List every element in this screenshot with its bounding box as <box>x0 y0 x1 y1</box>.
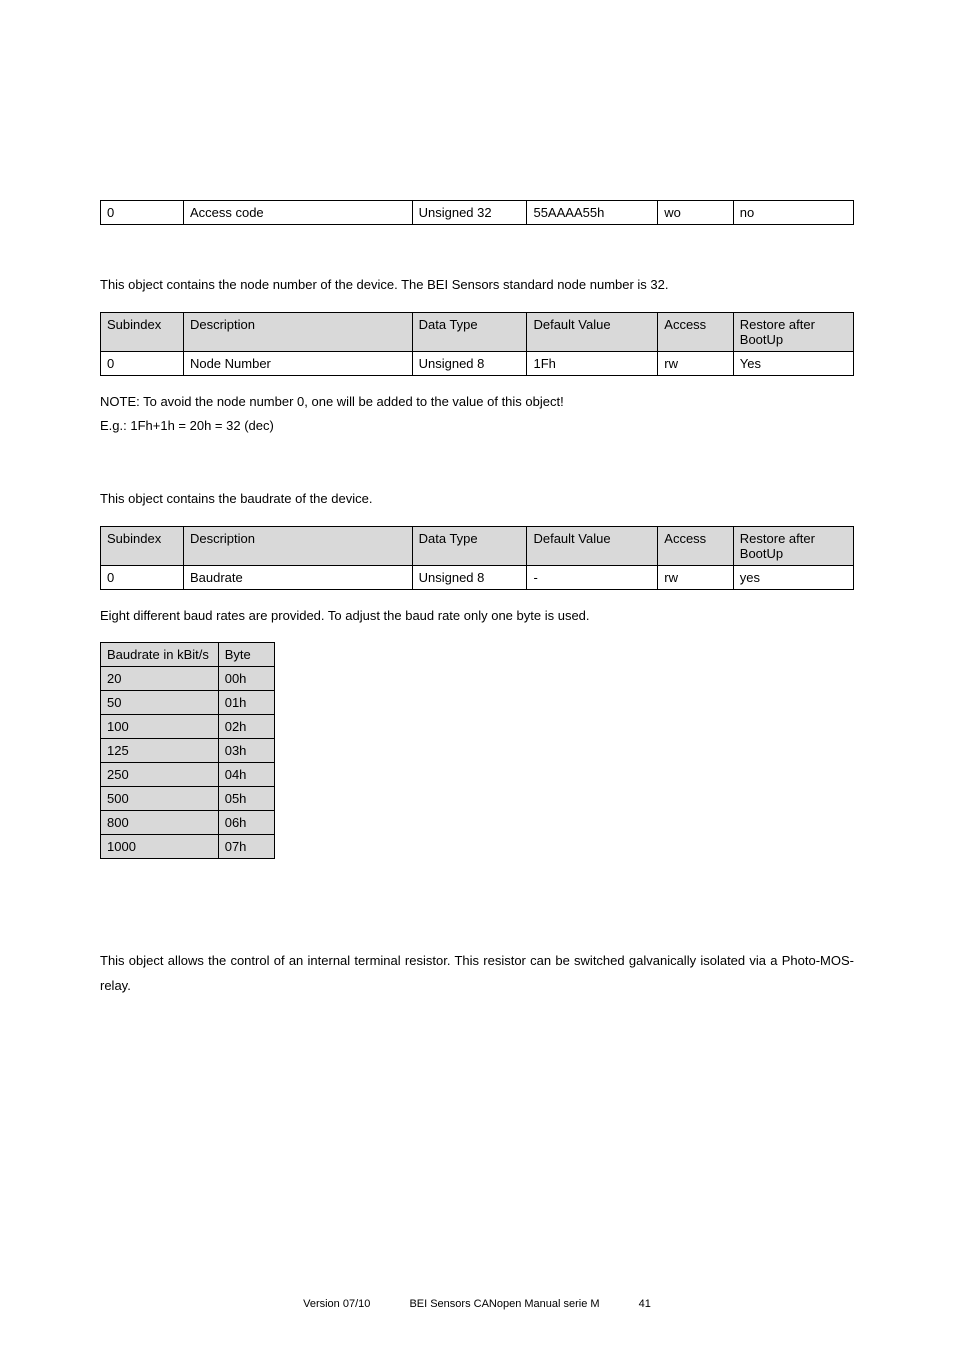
cell-datatype: Unsigned 8 <box>412 351 527 375</box>
table-row: 0 Access code Unsigned 32 55AAAA55h wo n… <box>101 201 854 225</box>
header-datatype: Data Type <box>412 526 527 565</box>
cell-subindex: 0 <box>101 351 184 375</box>
header-subindex: Subindex <box>101 526 184 565</box>
cell-restore: Yes <box>733 351 853 375</box>
cell-byte: 01h <box>218 691 274 715</box>
cell-rate: 125 <box>101 739 219 763</box>
table-row: 0 Baudrate Unsigned 8 - rw yes <box>101 565 854 589</box>
header-subindex: Subindex <box>101 312 184 351</box>
node-number-table: Subindex Description Data Type Default V… <box>100 312 854 376</box>
node-number-example: E.g.: 1Fh+1h = 20h = 32 (dec) <box>100 414 854 439</box>
table-row: 5001h <box>101 691 275 715</box>
table-row: 0 Node Number Unsigned 8 1Fh rw Yes <box>101 351 854 375</box>
table-header-row: Subindex Description Data Type Default V… <box>101 526 854 565</box>
cell-access: rw <box>658 351 734 375</box>
table-header-row: Baudrate in kBit/s Byte <box>101 643 275 667</box>
table-row: 2000h <box>101 667 275 691</box>
page-footer: Version 07/10 BEI Sensors CANopen Manual… <box>0 1298 954 1310</box>
table-row: 25004h <box>101 763 275 787</box>
table-row: 10002h <box>101 715 275 739</box>
cell-byte: 05h <box>218 787 274 811</box>
cell-rate: 250 <box>101 763 219 787</box>
cell-access: rw <box>658 565 734 589</box>
header-byte: Byte <box>218 643 274 667</box>
cell-byte: 04h <box>218 763 274 787</box>
footer-title: BEI Sensors CANopen Manual serie M <box>409 1298 599 1310</box>
cell-restore: yes <box>733 565 853 589</box>
table-row: 80006h <box>101 811 275 835</box>
node-number-intro: This object contains the node number of … <box>100 273 854 298</box>
table-row: 50005h <box>101 787 275 811</box>
cell-datatype: Unsigned 8 <box>412 565 527 589</box>
cell-default: - <box>527 565 658 589</box>
table-row: 12503h <box>101 739 275 763</box>
header-datatype: Data Type <box>412 312 527 351</box>
header-baudrate: Baudrate in kBit/s <box>101 643 219 667</box>
cell-rate: 800 <box>101 811 219 835</box>
footer-version: Version 07/10 <box>303 1298 370 1310</box>
header-default: Default Value <box>527 312 658 351</box>
table-row: 100007h <box>101 835 275 859</box>
header-access: Access <box>658 526 734 565</box>
cell-byte: 06h <box>218 811 274 835</box>
cell-restore: no <box>733 201 853 225</box>
cell-datatype: Unsigned 32 <box>412 201 527 225</box>
cell-subindex: 0 <box>101 565 184 589</box>
cell-byte: 03h <box>218 739 274 763</box>
baudrate-byte-table: Baudrate in kBit/s Byte 2000h 5001h 1000… <box>100 642 275 859</box>
document-page: 0 Access code Unsigned 32 55AAAA55h wo n… <box>0 0 954 1350</box>
header-access: Access <box>658 312 734 351</box>
access-code-table: 0 Access code Unsigned 32 55AAAA55h wo n… <box>100 200 854 225</box>
header-restore: Restore after BootUp <box>733 526 853 565</box>
baudrate-note: Eight different baud rates are provided.… <box>100 604 854 629</box>
cell-default: 1Fh <box>527 351 658 375</box>
header-restore: Restore after BootUp <box>733 312 853 351</box>
cell-rate: 1000 <box>101 835 219 859</box>
cell-subindex: 0 <box>101 201 184 225</box>
cell-description: Node Number <box>183 351 412 375</box>
footer-page: 41 <box>639 1298 651 1310</box>
cell-rate: 100 <box>101 715 219 739</box>
cell-description: Baudrate <box>183 565 412 589</box>
baudrate-object-table: Subindex Description Data Type Default V… <box>100 526 854 590</box>
cell-rate: 50 <box>101 691 219 715</box>
header-description: Description <box>183 526 412 565</box>
table-header-row: Subindex Description Data Type Default V… <box>101 312 854 351</box>
header-description: Description <box>183 312 412 351</box>
node-number-note: NOTE: To avoid the node number 0, one wi… <box>100 390 854 415</box>
cell-byte: 00h <box>218 667 274 691</box>
cell-default: 55AAAA55h <box>527 201 658 225</box>
cell-description: Access code <box>183 201 412 225</box>
cell-byte: 02h <box>218 715 274 739</box>
cell-byte: 07h <box>218 835 274 859</box>
cell-rate: 20 <box>101 667 219 691</box>
header-default: Default Value <box>527 526 658 565</box>
baudrate-intro: This object contains the baudrate of the… <box>100 487 854 512</box>
cell-rate: 500 <box>101 787 219 811</box>
terminal-resistor-para: This object allows the control of an int… <box>100 949 854 998</box>
cell-access: wo <box>658 201 734 225</box>
